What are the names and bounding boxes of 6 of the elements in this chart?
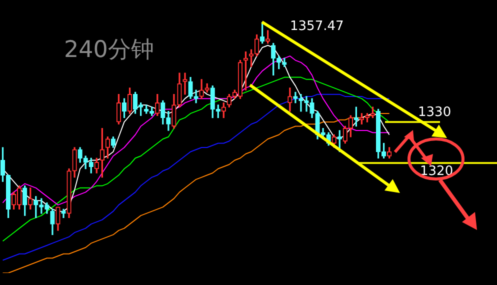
candlestick bbox=[182, 72, 188, 95]
annotation: 1320 bbox=[420, 164, 454, 179]
annotation: 1357.47 bbox=[290, 19, 344, 34]
candlestick bbox=[194, 90, 198, 104]
text: 240分钟 bbox=[64, 36, 154, 65]
annotation: 1330 bbox=[418, 105, 452, 120]
